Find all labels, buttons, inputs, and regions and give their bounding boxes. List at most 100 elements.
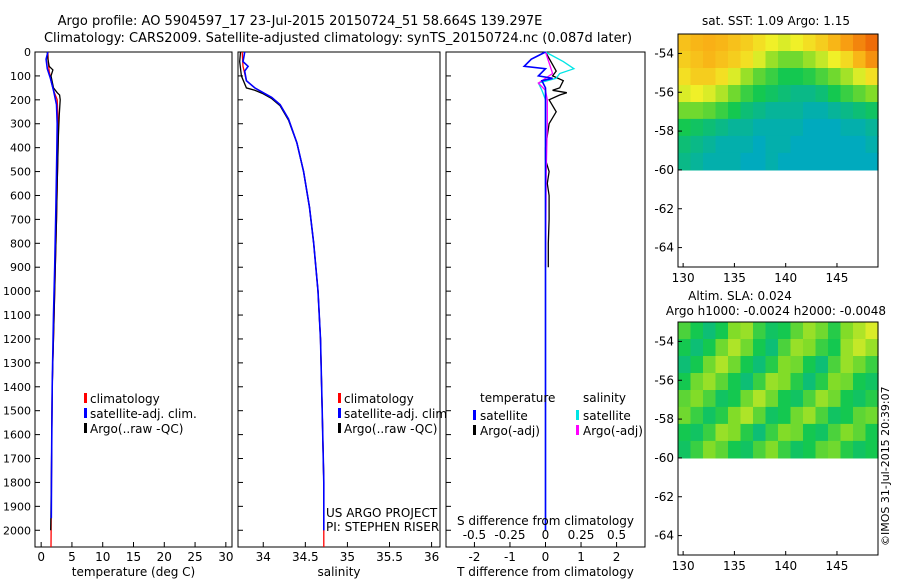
sst_map-cell xyxy=(753,135,767,154)
sla_map-x-tick-label: 135 xyxy=(723,559,746,573)
sst_map-cell xyxy=(840,152,854,171)
salinity-series-satellite-adj-clim- xyxy=(242,51,325,531)
temperature-y-tick-label: 1600 xyxy=(3,429,31,442)
sst_map-cell xyxy=(815,34,829,52)
sst_map-cell xyxy=(765,118,779,137)
sla_map-cell xyxy=(740,390,754,408)
sst_map-cell xyxy=(865,68,879,86)
sla_map-cell xyxy=(740,339,754,357)
sst_map-cell xyxy=(715,51,729,69)
sla_map-cell xyxy=(790,322,804,340)
sst_map-cell xyxy=(703,85,717,103)
sst_map-cell xyxy=(815,135,829,154)
sla_map-cell xyxy=(853,373,867,391)
salinity-legend-label: Argo(..raw -QC) xyxy=(344,422,437,436)
sla_map-cell xyxy=(790,373,804,391)
sla_map-cell xyxy=(753,440,767,459)
sla_map-cell xyxy=(853,339,867,357)
salinity-x-tick-label: 34.5 xyxy=(292,550,319,564)
sst_map-cell xyxy=(765,135,779,154)
temperature-x-tick-label: 25 xyxy=(187,550,202,564)
sla_map-cell xyxy=(790,390,804,408)
sla_map-cell xyxy=(828,423,842,442)
sla_map-title: Argo h1000: -0.0024 h2000: -0.0048 xyxy=(666,304,886,318)
sst_map-cell xyxy=(815,51,829,69)
sst_map-cell xyxy=(778,152,792,171)
sla_map-cell xyxy=(765,440,779,459)
sla_map-y-tick-label: -64 xyxy=(654,529,674,543)
sla_map-cell xyxy=(728,440,742,459)
sst_map-cell xyxy=(753,68,767,86)
temperature-x-tick-label: 10 xyxy=(95,550,110,564)
sst_map-cell xyxy=(803,68,817,86)
sst_map-cell xyxy=(715,85,729,103)
sla_map-y-tick-label: -62 xyxy=(654,490,674,504)
salinity-x-tick-label: 34 xyxy=(256,550,271,564)
sla_map-cell xyxy=(678,373,692,391)
difference-legend-label: Argo(-adj) xyxy=(480,424,540,438)
temperature-y-tick-label: 500 xyxy=(10,166,31,179)
sla_map-cell xyxy=(765,322,779,340)
pi-annotation: PI: STEPHEN RISER xyxy=(326,520,439,534)
sst_map-cell xyxy=(778,34,792,52)
sla_map-cell xyxy=(778,322,792,340)
sla_map-cell xyxy=(865,406,879,425)
sst_map-cell xyxy=(815,102,829,120)
temperature-y-tick-label: 0 xyxy=(24,46,31,59)
salinity-legend-swatch xyxy=(338,393,341,403)
sla_map-cell xyxy=(703,356,717,374)
temperature-y-tick-label: 400 xyxy=(10,142,31,155)
sla_map-cell xyxy=(690,440,704,459)
sst_map-cell xyxy=(765,51,779,69)
sla_map-cell xyxy=(728,356,742,374)
sla_map-cell xyxy=(865,373,879,391)
difference-legend-header: temperature xyxy=(480,391,555,405)
sst_map-cell xyxy=(790,51,804,69)
sst_map-cell xyxy=(828,68,842,86)
sst_map-cell xyxy=(728,85,742,103)
sla_map-cell xyxy=(865,322,879,340)
sst_map-cell xyxy=(803,135,817,154)
sst_map-cell xyxy=(778,51,792,69)
sst_map-cell xyxy=(790,85,804,103)
sla_map-cell xyxy=(690,356,704,374)
salinity-x-tick-label: 35 xyxy=(340,550,355,564)
sla_map-cell xyxy=(703,322,717,340)
sst_map-cell xyxy=(753,51,767,69)
sst_map-cell xyxy=(790,152,804,171)
temperature-x-tick-label: 0 xyxy=(37,550,45,564)
sst_map-cell xyxy=(728,102,742,120)
sst_map-cell xyxy=(803,118,817,137)
sst_map-cell xyxy=(840,135,854,154)
sla_map-cell xyxy=(728,406,742,425)
temperature-x-tick-label: 30 xyxy=(218,550,233,564)
difference-legend-swatch xyxy=(576,410,579,420)
sla_map-cell xyxy=(853,406,867,425)
sst_map-cell xyxy=(740,152,754,171)
sst_map-cell xyxy=(690,152,704,171)
sst_map-cell xyxy=(753,118,767,137)
sst_map-cell xyxy=(778,85,792,103)
sst_map-cell xyxy=(678,118,692,137)
sla_map-cell xyxy=(790,440,804,459)
sla_map-cell xyxy=(690,423,704,442)
sst_map-cell xyxy=(703,118,717,137)
sla_map-cell xyxy=(678,390,692,408)
sst_map-cell xyxy=(703,152,717,171)
sla_map-cell xyxy=(865,440,879,459)
sla_map-cell xyxy=(853,322,867,340)
sla_map-cell xyxy=(715,373,729,391)
sst_map-cell xyxy=(753,34,767,52)
sst_map-cell xyxy=(728,68,742,86)
sla_map-cell xyxy=(815,373,829,391)
sla_map-cell xyxy=(678,322,692,340)
sla_map-cell xyxy=(865,339,879,357)
sst_map-cell xyxy=(740,68,754,86)
temperature-legend-label: climatology xyxy=(90,392,160,406)
salinity-x-tick-label: 35.5 xyxy=(376,550,403,564)
sst_map-cell xyxy=(803,152,817,171)
temperature-legend-label: satellite-adj. clim. xyxy=(90,407,197,421)
sst_map-cell xyxy=(740,85,754,103)
sla_map-cell xyxy=(678,356,692,374)
temperature-y-tick-label: 700 xyxy=(10,213,31,226)
